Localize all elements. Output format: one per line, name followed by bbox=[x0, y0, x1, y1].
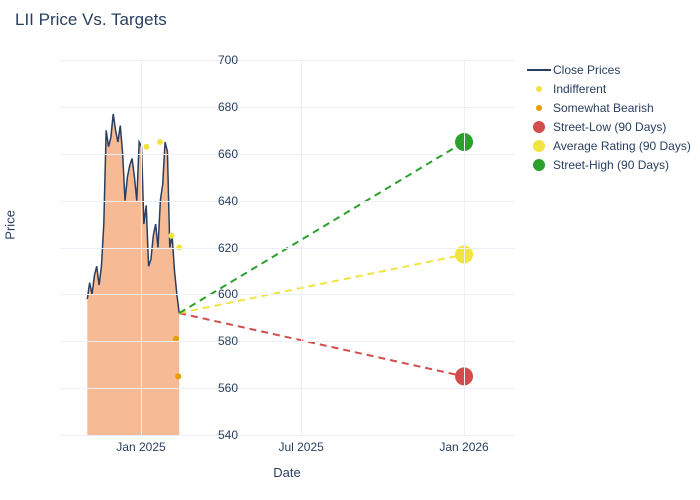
legend-item: Average Rating (90 Days) bbox=[525, 136, 691, 155]
legend-swatch bbox=[525, 121, 553, 133]
grid-line-h bbox=[60, 388, 515, 389]
legend-label: Close Prices bbox=[553, 63, 620, 77]
legend-label: Street-High (90 Days) bbox=[553, 158, 669, 172]
indifferent-marker bbox=[168, 233, 174, 239]
price-targets-chart: LII Price Vs. Targets Price Date Close P… bbox=[0, 0, 700, 500]
y-tick-label: 560 bbox=[198, 381, 238, 395]
legend-swatch bbox=[525, 105, 553, 111]
y-tick-label: 600 bbox=[198, 287, 238, 301]
grid-line-h bbox=[60, 201, 515, 202]
indifferent-marker bbox=[143, 144, 149, 150]
grid-line-h bbox=[60, 60, 515, 61]
y-tick-label: 640 bbox=[198, 194, 238, 208]
y-tick-label: 660 bbox=[198, 147, 238, 161]
grid-line-h bbox=[60, 154, 515, 155]
legend-label: Average Rating (90 Days) bbox=[553, 139, 691, 153]
grid-line-h bbox=[60, 294, 515, 295]
legend-item: Street-High (90 Days) bbox=[525, 155, 691, 174]
legend-item: Close Prices bbox=[525, 60, 691, 79]
x-tick-label: Jul 2025 bbox=[278, 440, 323, 454]
x-axis-label: Date bbox=[273, 465, 300, 480]
grid-line-v bbox=[141, 60, 142, 435]
legend-item: Indifferent bbox=[525, 79, 691, 98]
chart-title: LII Price Vs. Targets bbox=[15, 10, 167, 30]
grid-line-h bbox=[60, 435, 515, 436]
indifferent-marker bbox=[157, 139, 163, 145]
x-tick-label: Jan 2025 bbox=[116, 440, 165, 454]
x-tick-label: Jan 2026 bbox=[439, 440, 488, 454]
grid-line-h bbox=[60, 248, 515, 249]
legend-label: Indifferent bbox=[553, 82, 606, 96]
bearish-marker bbox=[175, 373, 181, 379]
legend-label: Street-Low (90 Days) bbox=[553, 120, 666, 134]
legend-swatch bbox=[525, 140, 553, 152]
plot-area bbox=[60, 60, 515, 435]
legend-swatch bbox=[525, 69, 553, 71]
legend-swatch bbox=[525, 86, 553, 92]
grid-line-h bbox=[60, 341, 515, 342]
y-tick-label: 540 bbox=[198, 428, 238, 442]
street-avg-line bbox=[179, 255, 464, 314]
y-tick-label: 620 bbox=[198, 241, 238, 255]
legend-item: Street-Low (90 Days) bbox=[525, 117, 691, 136]
grid-line-v bbox=[301, 60, 302, 435]
legend-swatch bbox=[525, 159, 553, 171]
legend-item: Somewhat Bearish bbox=[525, 98, 691, 117]
y-tick-label: 580 bbox=[198, 334, 238, 348]
legend: Close Prices Indifferent Somewhat Bearish S… bbox=[525, 60, 691, 174]
y-tick-label: 700 bbox=[198, 53, 238, 67]
y-axis-label: Price bbox=[3, 210, 18, 240]
grid-line-v bbox=[464, 60, 465, 435]
y-tick-label: 680 bbox=[198, 100, 238, 114]
grid-line-h bbox=[60, 107, 515, 108]
legend-label: Somewhat Bearish bbox=[553, 101, 654, 115]
